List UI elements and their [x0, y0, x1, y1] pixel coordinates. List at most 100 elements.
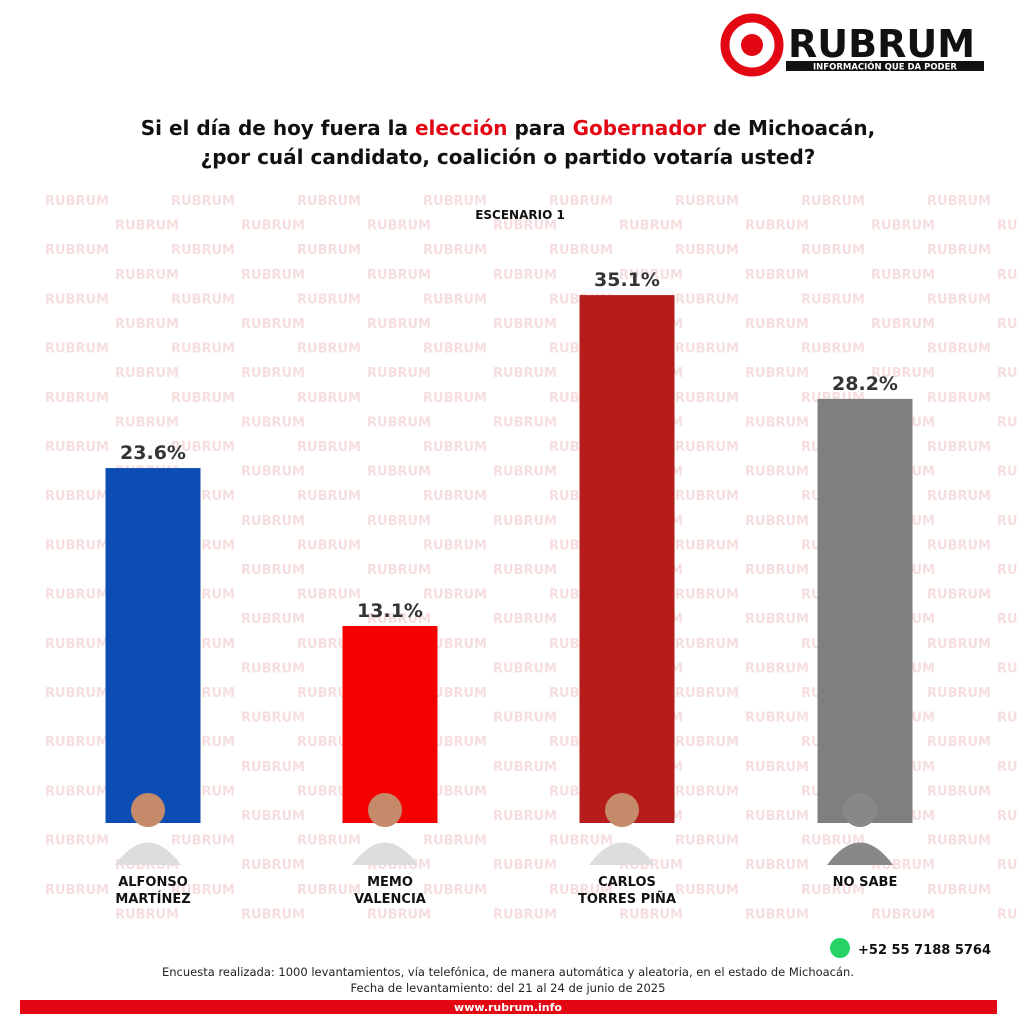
bar	[105, 468, 201, 823]
watermark: RUBRUM	[45, 538, 109, 553]
watermark: RUBRUM	[297, 391, 361, 406]
watermark: RUBRUM	[997, 612, 1017, 627]
watermark: RUBRUM	[927, 292, 991, 307]
watermark: RUBRUM	[927, 588, 991, 603]
footer-bar	[20, 1000, 997, 1014]
title-segment: de Michoacán,	[706, 116, 875, 140]
bar	[342, 625, 438, 823]
watermark: RUBRUM	[241, 809, 305, 824]
watermark: RUBRUM	[241, 711, 305, 726]
watermark: RUBRUM	[675, 440, 739, 455]
logo-name: RUBRUM	[788, 22, 975, 66]
watermark: RUBRUM	[801, 292, 865, 307]
watermark: RUBRUM	[493, 366, 557, 381]
watermark: RUBRUM	[745, 907, 809, 922]
watermark: RUBRUM	[745, 415, 809, 430]
watermark: RUBRUM	[493, 219, 557, 234]
watermark: RUBRUM	[927, 342, 991, 357]
watermark: RUBRUM	[171, 292, 235, 307]
watermark: RUBRUM	[367, 563, 431, 578]
watermarks: RUBRUM RUBRUM RUBRUM RUBRUM RUBRUM RUBRUM RUBR…	[45, 194, 1017, 922]
watermark: RUBRUM	[115, 268, 179, 283]
watermark: RUBRUM	[871, 317, 935, 332]
watermark: RUBRUM	[927, 440, 991, 455]
watermark: RUBRUM	[115, 415, 179, 430]
watermark: RUBRUM	[297, 243, 361, 258]
watermark: RUBRUM	[997, 219, 1017, 234]
watermark: RUBRUM	[423, 440, 487, 455]
watermark: RUBRUM	[367, 415, 431, 430]
watermark: RUBRUM	[549, 883, 613, 898]
watermark: RUBRUM	[997, 366, 1017, 381]
chart-subtitle: ESCENARIO 1	[475, 208, 565, 222]
watermark: RUBRUM	[423, 194, 487, 209]
watermark: RUBRUM	[423, 834, 487, 849]
website[interactable]: www.rubrum.info	[454, 1001, 562, 1014]
watermark: RUBRUM	[927, 243, 991, 258]
watermark: RUBRUM	[423, 391, 487, 406]
watermark: RUBRUM	[297, 588, 361, 603]
watermark: RUBRUM	[45, 637, 109, 652]
bar	[817, 398, 913, 823]
watermark: RUBRUM	[675, 391, 739, 406]
watermark: RUBRUM	[241, 268, 305, 283]
logo-dot	[741, 34, 763, 56]
watermark: RUBRUM	[801, 883, 865, 898]
watermark: RUBRUM	[997, 268, 1017, 283]
watermark: RUBRUM	[367, 907, 431, 922]
footnote: Encuesta realizada: 1000 levantamientos,…	[162, 965, 854, 979]
watermark: RUBRUM	[675, 834, 739, 849]
watermark: RUBRUM	[241, 661, 305, 676]
watermark: RUBRUM	[171, 883, 235, 898]
watermark: RUBRUM	[423, 489, 487, 504]
watermark: RUBRUM	[171, 834, 235, 849]
watermark: RUBRUM	[745, 514, 809, 529]
category-label: CARLOS TORRES PIÑA	[577, 875, 676, 907]
watermark: RUBRUM	[493, 514, 557, 529]
watermark: RUBRUM	[997, 760, 1017, 775]
watermark: RUBRUM	[997, 858, 1017, 873]
watermark: RUBRUM	[423, 784, 487, 799]
watermark: RUBRUM	[871, 366, 935, 381]
avatar-head	[131, 793, 165, 827]
avatar-body	[115, 842, 181, 865]
watermark: RUBRUM	[367, 219, 431, 234]
watermark: RUBRUM	[367, 612, 431, 627]
watermark: RUBRUM	[927, 834, 991, 849]
watermark: RUBRUM	[927, 883, 991, 898]
value-label: 28.2%	[832, 373, 898, 395]
watermark: RUBRUM	[423, 686, 487, 701]
watermark: RUBRUM	[675, 342, 739, 357]
watermark: RUBRUM	[493, 563, 557, 578]
watermark: RUBRUM	[493, 465, 557, 480]
watermark: RUBRUM	[493, 858, 557, 873]
watermark: RUBRUM	[745, 465, 809, 480]
watermark: RUBRUM	[171, 440, 235, 455]
watermark: RUBRUM	[423, 243, 487, 258]
watermark: RUBRUM	[297, 883, 361, 898]
watermark: RUBRUM	[423, 735, 487, 750]
watermark: RUBRUM	[997, 907, 1017, 922]
watermark: RUBRUM	[45, 588, 109, 603]
watermark: RUBRUM	[493, 268, 557, 283]
watermark: RUBRUM	[297, 292, 361, 307]
title-segment: Si el día de hoy fuera la	[141, 116, 415, 140]
watermark: RUBRUM	[675, 637, 739, 652]
watermark: RUBRUM	[241, 465, 305, 480]
footnote: Fecha de levantamiento: del 21 al 24 de …	[351, 981, 666, 995]
watermark: RUBRUM	[493, 415, 557, 430]
watermark: RUBRUM	[927, 194, 991, 209]
watermark: RUBRUM	[675, 735, 739, 750]
logo-ring	[720, 13, 784, 77]
watermark: RUBRUM	[45, 686, 109, 701]
watermark: RUBRUM	[297, 342, 361, 357]
avatar-head	[605, 793, 639, 827]
watermark: RUBRUM	[171, 243, 235, 258]
watermark: RUBRUM	[423, 637, 487, 652]
watermark: RUBRUM	[45, 735, 109, 750]
watermark: RUBRUM	[675, 588, 739, 603]
watermark: RUBRUM	[619, 907, 683, 922]
watermark: RUBRUM	[997, 465, 1017, 480]
